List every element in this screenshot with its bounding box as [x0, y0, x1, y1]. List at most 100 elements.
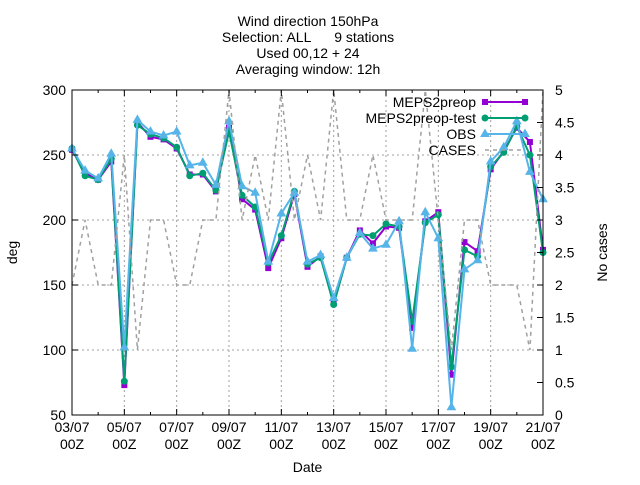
- data-point: [354, 227, 365, 236]
- data-point: [409, 324, 416, 331]
- x-tick-date: 11/07: [264, 419, 298, 435]
- legend-marker: [480, 128, 490, 137]
- data-point: [237, 180, 247, 190]
- data-point: [526, 151, 534, 159]
- y2-tick-label: 0.5: [555, 375, 575, 391]
- x-tick-hour: 00Z: [217, 436, 242, 452]
- data-point: [120, 377, 128, 385]
- y2-tick-label: 3: [555, 212, 563, 228]
- y-tick-label: 200: [43, 212, 67, 228]
- x-tick-date: 03/07: [54, 419, 89, 435]
- data-point: [407, 343, 418, 352]
- data-point: [132, 114, 143, 123]
- x-tick-date: 19/07: [473, 419, 508, 435]
- y2-tick-label: 5: [555, 82, 563, 98]
- data-point: [263, 256, 274, 265]
- data-point: [382, 220, 390, 228]
- legend-marker: [482, 99, 488, 105]
- x-tick-hour: 00Z: [479, 436, 504, 452]
- x-tick-hour: 00Z: [269, 436, 294, 452]
- legend-marker: [522, 99, 528, 105]
- legend-label: MEPS2preop: [393, 94, 476, 110]
- chart-title-line: Used 00,12 + 24: [256, 45, 359, 61]
- data-point: [511, 115, 522, 125]
- x-tick-date: 07/07: [159, 419, 194, 435]
- data-point: [472, 254, 483, 264]
- x-tick-hour: 00Z: [426, 436, 451, 452]
- data-point: [197, 157, 208, 166]
- data-point: [447, 363, 455, 371]
- data-point: [368, 243, 378, 252]
- chart-title-line: Selection: ALL 9 stations: [222, 29, 394, 45]
- data-point: [212, 186, 220, 194]
- y2-tick-label: 4.5: [555, 115, 575, 131]
- y2-tick-label: 0: [555, 407, 563, 423]
- y-tick-label: 300: [43, 82, 67, 98]
- data-point: [526, 139, 533, 145]
- data-point: [341, 252, 352, 261]
- data-point: [211, 179, 221, 188]
- data-point: [171, 126, 182, 135]
- legend-label: CASES: [429, 142, 476, 158]
- data-point: [459, 263, 470, 273]
- legend-marker: [520, 128, 530, 137]
- data-point: [186, 172, 194, 180]
- data-point: [302, 256, 313, 265]
- y2-tick-label: 4: [555, 147, 563, 163]
- x-tick-hour: 00Z: [374, 436, 399, 452]
- data-point: [106, 148, 117, 157]
- data-point: [119, 341, 130, 351]
- y2-axis-label: No cases: [594, 223, 610, 281]
- data-point: [81, 172, 89, 180]
- series-line: [71, 89, 544, 351]
- data-point: [80, 165, 90, 174]
- data-point: [276, 207, 287, 217]
- legend-marker: [481, 114, 489, 122]
- data-point: [461, 239, 468, 246]
- data-point: [145, 126, 156, 135]
- chart-title-line: Averaging window: 12h: [236, 61, 381, 77]
- data-point: [446, 401, 457, 411]
- data-point: [461, 246, 468, 254]
- data-point: [226, 124, 232, 131]
- data-point: [239, 196, 246, 203]
- x-tick-hour: 00Z: [112, 436, 137, 452]
- legend-label: OBS: [446, 126, 476, 142]
- x-tick-date: 17/07: [421, 419, 456, 435]
- x-axis-label: Date: [293, 459, 323, 475]
- y2-tick-label: 2.5: [555, 245, 575, 261]
- y-tick-label: 100: [43, 342, 67, 358]
- x-tick-date: 21/07: [525, 419, 560, 435]
- data-point: [448, 371, 455, 378]
- data-point: [328, 292, 339, 301]
- y2-tick-label: 1.5: [555, 310, 575, 326]
- x-tick-hour: 00Z: [165, 436, 190, 452]
- x-tick-date: 13/07: [316, 419, 351, 435]
- data-point: [224, 115, 234, 125]
- y2-tick-label: 3.5: [555, 180, 575, 196]
- x-tick-date: 05/07: [107, 419, 142, 435]
- data-point: [199, 169, 207, 177]
- y-tick-label: 150: [43, 277, 67, 293]
- x-tick-hour: 00Z: [322, 436, 347, 452]
- y2-tick-label: 1: [555, 342, 563, 358]
- data-point: [173, 143, 181, 151]
- data-point: [277, 232, 285, 240]
- x-tick-hour: 00Z: [531, 436, 556, 452]
- data-point: [93, 172, 104, 182]
- data-point: [525, 166, 535, 175]
- data-point: [250, 187, 261, 196]
- data-point: [420, 206, 431, 216]
- data-point: [265, 265, 272, 272]
- data-point: [184, 159, 195, 169]
- data-point: [381, 239, 391, 248]
- legend-label: MEPS2preop-test: [366, 110, 477, 126]
- legend-marker: [521, 114, 529, 122]
- x-tick-date: 09/07: [211, 419, 246, 435]
- data-point: [121, 382, 128, 389]
- data-point: [330, 301, 338, 308]
- data-point: [158, 129, 169, 139]
- y-axis-label: deg: [4, 241, 20, 264]
